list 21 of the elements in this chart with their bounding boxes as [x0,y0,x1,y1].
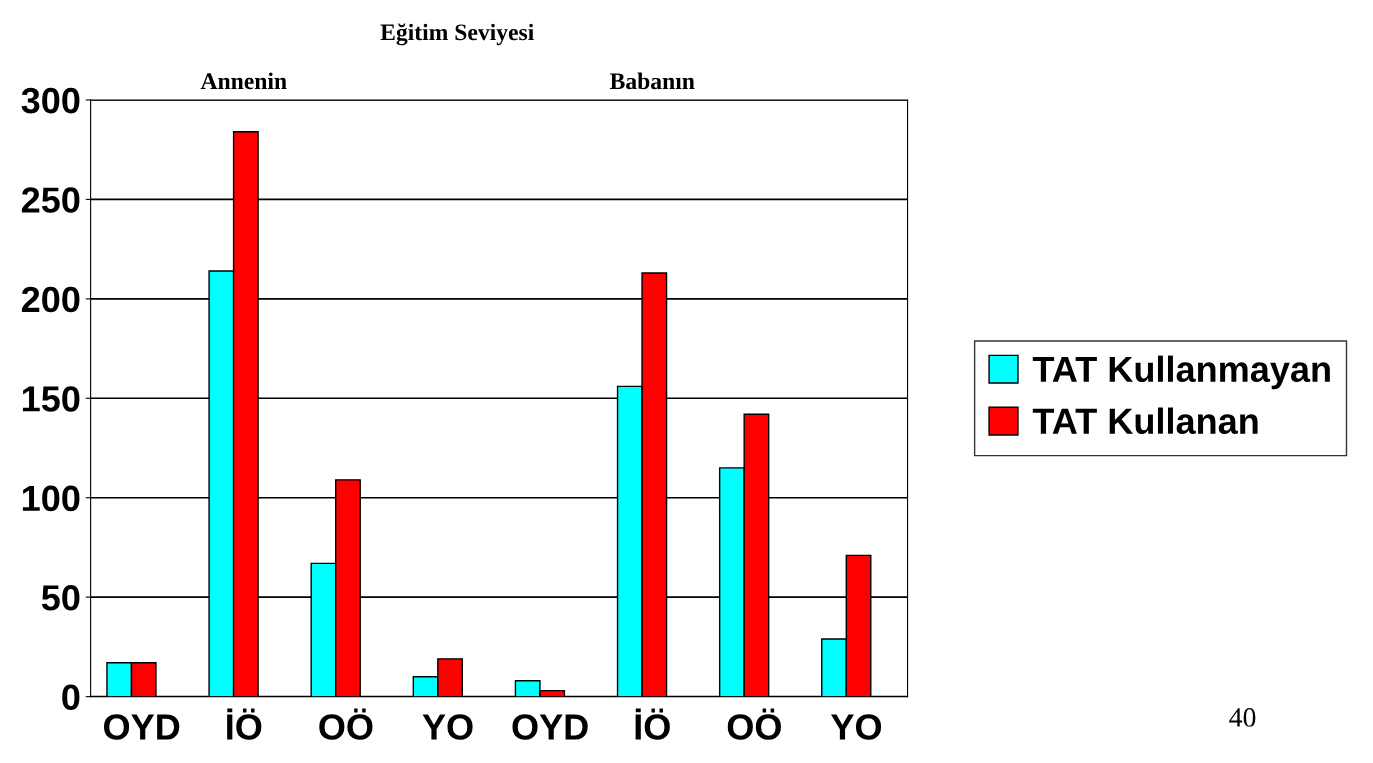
y-tick-label: 0 [62,684,80,711]
x-tick-label: OYD [104,714,180,740]
x-tick-label: YO [831,714,882,740]
text: 40 [1229,708,1256,727]
y-tick-label: 250 [21,187,80,213]
text: Babanın [610,72,695,90]
legend-label: TAT Kullanmayan [1032,355,1330,390]
x-tick-label: OÖ [727,708,781,740]
y-tick-label: 200 [21,286,80,313]
y-tick-label: 150 [22,386,80,412]
y-tick-label: 50 [41,585,80,611]
x-tick-label: OYD [512,714,588,740]
x-tick-label: OÖ [319,708,373,740]
chart-title: Eğitim Seviyesi [380,23,534,46]
y-tick-label: 300 [21,87,80,114]
x-tick-label: İÖ [227,708,262,740]
legend-label: TAT Kullanan [1032,407,1258,435]
x-tick-label: İÖ [635,708,670,740]
y-tick-label: 100 [22,485,80,512]
text: Annenin [200,72,287,90]
x-tick-label: YO [422,714,473,740]
